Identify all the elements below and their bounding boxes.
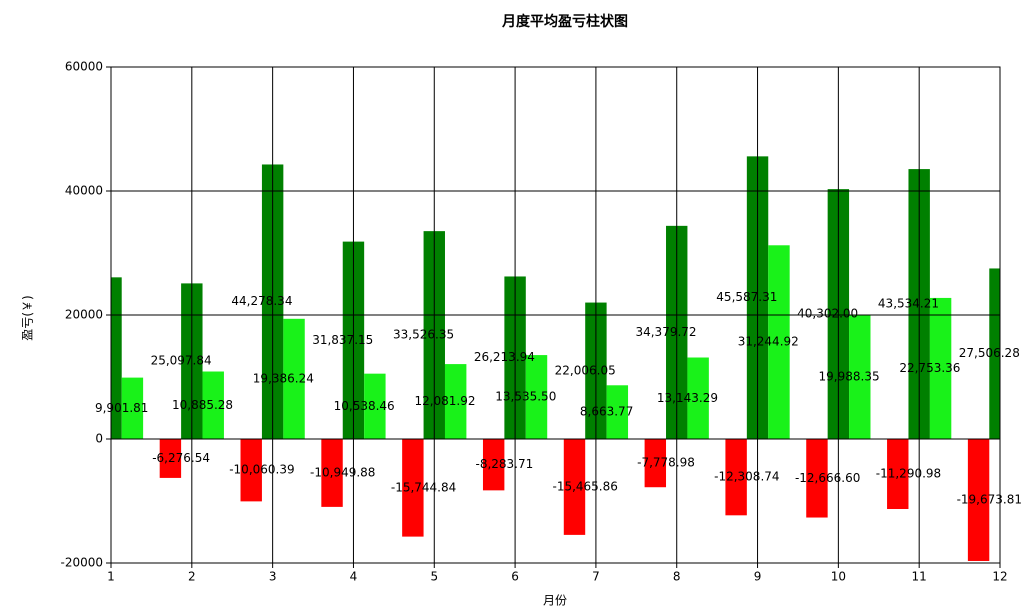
data-label: 19,988.35 xyxy=(819,370,880,384)
bar xyxy=(364,373,386,439)
bar xyxy=(283,318,305,439)
data-label: 31,837.15 xyxy=(312,333,373,347)
x-tick-label: 2 xyxy=(188,570,196,584)
y-tick-label: -20000 xyxy=(60,556,103,570)
data-label: 25,097.84 xyxy=(151,354,212,368)
bar xyxy=(606,385,629,439)
bar xyxy=(887,439,909,510)
bar xyxy=(482,439,505,491)
x-tick-label: 9 xyxy=(754,570,762,584)
bar xyxy=(725,439,747,516)
data-label: -10,949.88 xyxy=(310,465,375,479)
bar xyxy=(806,439,828,518)
x-tick-label: 12 xyxy=(992,570,1007,584)
data-label: -10,060.39 xyxy=(229,463,294,477)
data-label: 9,901.81 xyxy=(95,401,148,415)
bar xyxy=(402,439,424,537)
bar xyxy=(768,245,790,439)
data-label: -15,744.84 xyxy=(391,480,456,494)
bar xyxy=(644,439,667,488)
data-label: 34,379.72 xyxy=(635,325,696,339)
data-label: 12,081.92 xyxy=(414,394,475,408)
bar xyxy=(849,315,871,439)
data-label: -8,283.71 xyxy=(475,457,533,471)
plot-area xyxy=(111,156,1000,561)
bar xyxy=(444,364,467,439)
x-tick-label: 10 xyxy=(831,570,846,584)
data-label: -12,308.74 xyxy=(714,470,779,484)
data-label: 44,278.34 xyxy=(231,294,292,308)
plot-border xyxy=(110,66,1001,564)
data-label: 31,244.92 xyxy=(738,335,799,349)
data-label: 40,302.00 xyxy=(797,307,858,321)
x-tick-label: 7 xyxy=(592,570,600,584)
bar xyxy=(525,355,548,439)
bar xyxy=(240,439,262,502)
bar xyxy=(159,439,182,478)
bar xyxy=(121,377,144,439)
x-tick-label: 1 xyxy=(107,570,115,584)
data-label: 27,506.28 xyxy=(959,346,1020,360)
data-label: 19,386.24 xyxy=(253,371,314,385)
data-label: -15,465.86 xyxy=(552,479,617,493)
x-tick-label: 5 xyxy=(430,570,438,584)
x-axis-label: 月份 xyxy=(543,594,567,608)
y-tick-label: 0 xyxy=(95,432,103,446)
data-label: -19,673.81 xyxy=(957,492,1022,506)
data-label: 26,213.94 xyxy=(474,350,535,364)
data-label: 13,143.29 xyxy=(657,391,718,405)
bar xyxy=(563,439,586,535)
bar xyxy=(967,439,990,561)
bar xyxy=(989,268,1000,439)
data-label: 22,753.36 xyxy=(899,361,960,375)
x-tick-label: 8 xyxy=(673,570,681,584)
y-axis-label: 盈亏(￥) xyxy=(21,295,35,340)
bar xyxy=(202,371,224,439)
data-label: 8,663.77 xyxy=(580,405,633,419)
y-tick-label: 20000 xyxy=(65,308,103,322)
bar xyxy=(687,357,709,439)
data-label: 10,885.28 xyxy=(172,398,233,412)
data-label: -6,276.54 xyxy=(152,451,210,465)
x-tick-label: 4 xyxy=(350,570,358,584)
data-label: 33,526.35 xyxy=(393,328,454,342)
bar xyxy=(321,439,343,507)
bar xyxy=(111,277,122,439)
x-tick-label: 3 xyxy=(269,570,277,584)
y-tick-label: 40000 xyxy=(65,184,103,198)
data-label: 22,006.05 xyxy=(555,363,616,377)
bar xyxy=(929,297,952,439)
chart-title: 月度平均盈亏柱状图 xyxy=(501,13,628,30)
data-label: 13,535.50 xyxy=(495,390,556,404)
data-label: -7,778.98 xyxy=(637,456,695,470)
x-tick-label: 6 xyxy=(511,570,519,584)
data-label: 10,538.46 xyxy=(334,399,395,413)
data-label: -11,290.98 xyxy=(876,467,941,481)
data-label: 45,587.31 xyxy=(716,290,777,304)
y-tick-label: 60000 xyxy=(65,60,103,74)
data-label: 43,534.21 xyxy=(878,297,939,311)
data-label: -12,666.60 xyxy=(795,471,860,485)
x-tick-label: 11 xyxy=(912,570,927,584)
